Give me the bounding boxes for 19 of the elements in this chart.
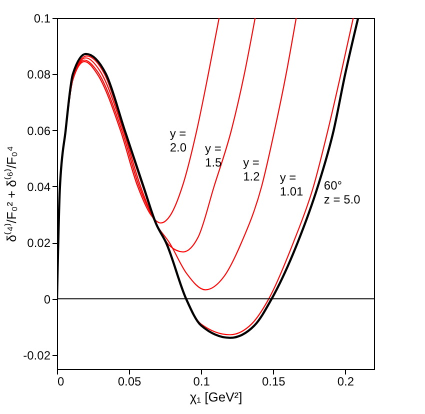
x-tick-label: 0.15 [262, 374, 286, 388]
annotation: 60° z = 5.0 [324, 178, 361, 207]
y-tick-label: -0.02 [23, 348, 51, 362]
x-tick-label: 0 [58, 374, 64, 388]
y-tick-label: 0.04 [27, 180, 51, 194]
annotation: y = 1.5 [205, 142, 222, 170]
x-tick-label: 0.05 [118, 374, 142, 388]
y-tick-label: 0.08 [27, 68, 51, 82]
x-tick-label: 0.1 [193, 374, 210, 388]
x-tick-label: 0.2 [337, 374, 354, 388]
y-tick-label: 0.06 [27, 124, 51, 138]
annotation: y = 1.01 [280, 170, 304, 198]
annotation: y = 1.2 [243, 156, 260, 184]
y-tick-label: 0.1 [34, 12, 51, 26]
x-axis-title: χ₁ [GeV²] [190, 390, 242, 404]
y-tick-label: 0 [44, 292, 51, 306]
y-axis-title: δ⁽⁴⁾/F₀² + δ⁽⁶⁾/F₀⁴ [4, 146, 20, 242]
annotation: y = 2.0 [170, 126, 187, 155]
y-tick-label: 0.02 [27, 236, 51, 250]
